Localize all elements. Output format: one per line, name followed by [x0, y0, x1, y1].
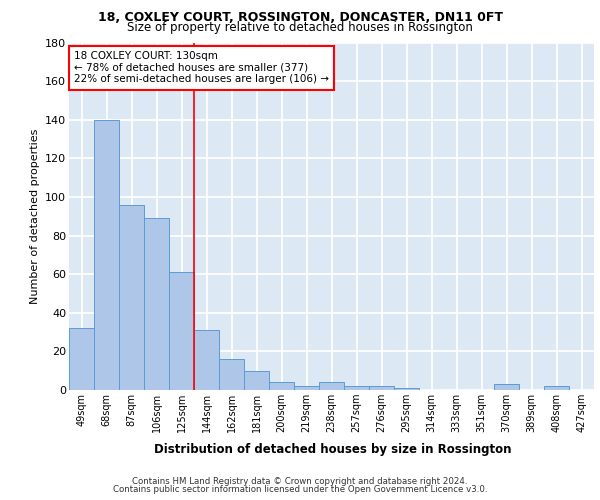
Bar: [544, 386, 569, 390]
Bar: [494, 384, 519, 390]
Y-axis label: Number of detached properties: Number of detached properties: [29, 128, 40, 304]
Bar: [394, 388, 419, 390]
Bar: [219, 359, 244, 390]
Text: Size of property relative to detached houses in Rossington: Size of property relative to detached ho…: [127, 22, 473, 35]
Bar: [369, 386, 394, 390]
Bar: [294, 386, 319, 390]
Text: Distribution of detached houses by size in Rossington: Distribution of detached houses by size …: [154, 442, 512, 456]
Text: 18, COXLEY COURT, ROSSINGTON, DONCASTER, DN11 0FT: 18, COXLEY COURT, ROSSINGTON, DONCASTER,…: [97, 11, 503, 24]
Bar: [69, 328, 94, 390]
Bar: [344, 386, 369, 390]
Text: 18 COXLEY COURT: 130sqm
← 78% of detached houses are smaller (377)
22% of semi-d: 18 COXLEY COURT: 130sqm ← 78% of detache…: [74, 51, 329, 84]
Bar: [119, 204, 144, 390]
Bar: [144, 218, 169, 390]
Bar: [319, 382, 344, 390]
Bar: [169, 272, 194, 390]
Text: Contains HM Land Registry data © Crown copyright and database right 2024.: Contains HM Land Registry data © Crown c…: [132, 477, 468, 486]
Bar: [269, 382, 294, 390]
Text: Contains public sector information licensed under the Open Government Licence v3: Contains public sector information licen…: [113, 484, 487, 494]
Bar: [194, 330, 219, 390]
Bar: [244, 370, 269, 390]
Bar: [94, 120, 119, 390]
